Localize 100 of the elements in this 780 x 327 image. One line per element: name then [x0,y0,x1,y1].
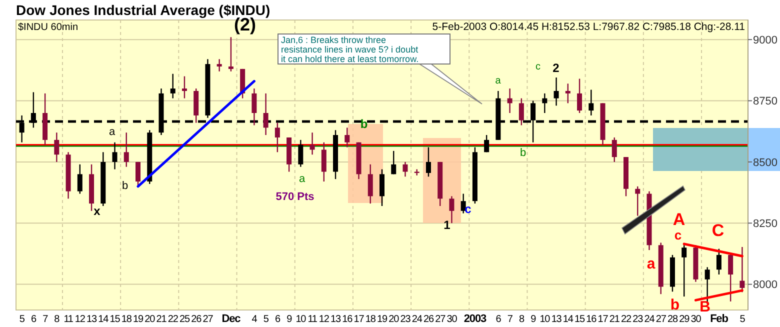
x-tick-label: 15 [110,314,121,325]
annotation: 5-Feb-2003 O:8014.45 H:8152.53 L:7967.82 C:7985.18 Chg:-28.11 [432,21,746,33]
annotation: b [520,146,526,159]
x-tick-label: Dec [222,313,241,325]
annotation: a [298,172,306,185]
x-tick-label: 30 [446,314,458,325]
x-tick-label: 24 [412,314,423,325]
x-tick-label: 18 [365,314,376,325]
x-tick-label: 9 [286,314,293,325]
x-tick-label: 20 [144,314,156,325]
x-tick-label: 18 [121,314,132,325]
candlestick [554,76,559,106]
x-tick-label: 7 [42,314,49,325]
candlestick [216,58,222,72]
candlestick [716,248,722,276]
x-tick-label: 5 [740,314,746,325]
x-tick-label: 7 [507,314,514,325]
x-tick-label: 22 [168,314,179,325]
x-tick-label: 2003 [464,313,486,325]
x-tick-label: 9 [530,314,537,325]
x-tick-label: 10 [540,314,551,325]
x-tick-label: 6 [496,314,502,325]
candlestick [460,193,466,214]
candlestick [682,244,687,298]
candlestick [228,36,234,72]
annotation: C [712,220,724,240]
candlestick [612,136,617,163]
annotation: a [495,76,502,86]
candlestick [298,139,304,168]
x-tick-label: 14 [562,314,574,325]
x-tick-label: 22 [621,314,632,325]
x-tick-label: 12 [74,314,86,325]
y-tick-label: 9000 [753,34,778,46]
x-tick-label: 13 [551,314,562,325]
annotation: c [464,202,472,216]
x-tick-label: 11 [308,314,318,325]
x-tick-label: 14 [98,314,110,325]
x-tick-label: 12 [318,314,330,325]
x-tick-label: Feb [710,313,729,325]
x-tick-label: 24 [644,314,656,325]
x-tick-label: 17 [354,314,365,325]
candlestick [518,98,524,126]
x-tick-label: 28 [668,314,678,325]
x-tick-label: 25 [180,314,190,325]
annotation: c [674,228,682,243]
candlestick [635,186,640,216]
y-tick-label: 8000 [753,279,778,292]
x-tick-label: 21 [609,314,620,325]
annotation: B [700,298,711,316]
x-tick-label: 6 [30,314,37,325]
x-tick-label: 30 [690,314,702,325]
x-tick-label: 21 [156,314,168,325]
x-tick-label: 20 [388,314,400,325]
x-tick-label: 27 [435,314,446,325]
x-tick-label: 19 [133,314,144,325]
candlestick [380,168,384,207]
x-tick-label: 13 [330,314,342,325]
x-tick-label: 26 [191,314,202,325]
annotation: c [536,62,540,72]
x-tick-label: 5 [19,314,26,325]
candlestick [507,88,512,114]
x-tick-label: 8 [518,314,525,325]
candlestick [77,164,82,194]
x-tick-label: 26 [424,314,434,325]
candlestick [310,132,315,156]
candlestick [449,196,454,224]
x-tick-label: 16 [586,314,598,325]
candlestick [54,132,60,163]
annotation: 570 Pts [276,190,314,203]
x-tick-label: 5 [263,314,270,325]
annotation: a [646,255,656,272]
candlestick [565,83,570,104]
candlestick [542,92,548,114]
x-tick-label: 23 [400,314,412,325]
annotation: 2 [552,61,560,76]
x-tick-label: 8 [54,314,60,325]
candlestick [426,146,431,178]
candlestick [112,142,118,170]
y-tick-label: 8250 [753,218,778,230]
annotation: b [122,180,128,192]
annotation: 1 [444,218,451,232]
candlestick [252,88,257,126]
x-tick-label: 4 [252,314,258,325]
candlestick [124,132,129,168]
x-tick-label: 11 [64,314,74,325]
candlestick [484,134,490,153]
annotation: b [360,117,368,132]
candlestick [577,78,582,114]
y-tick-label: 8500 [753,156,778,169]
annotation: a [108,126,116,138]
annotation: b [670,296,680,314]
annotation: x [94,204,101,218]
candlestick [391,150,396,175]
annotation: A [672,210,686,229]
annotation: Jan,6 : Breaks throw three resistance lines in wave 5? i doubt it can hold there at least tomorrow. [281,35,419,64]
x-tick-label: 6 [274,314,281,325]
candlestick [368,164,373,204]
candlestick [263,92,268,136]
candlestick [321,142,326,182]
x-tick-label: 10 [296,314,307,325]
